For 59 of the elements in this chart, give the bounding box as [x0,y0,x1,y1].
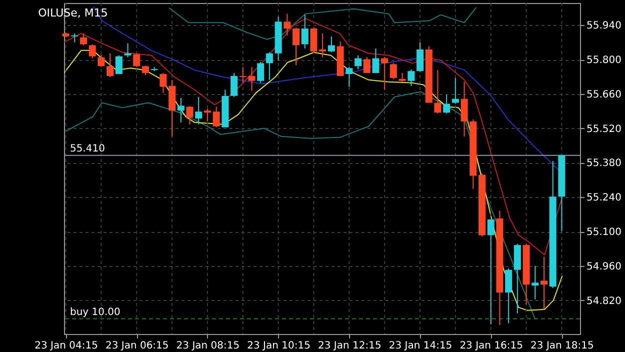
candlestick [532,265,539,300]
candlestick [310,27,318,53]
candlestick [301,14,308,49]
candlestick [292,27,300,66]
y-tick-label: 55.800 [586,55,622,66]
y-tick-label: 55.100 [586,227,622,238]
ref-line-label: buy 10.00 [70,306,120,318]
candlestick [177,97,184,123]
candlestick [257,61,264,84]
candlestick [80,32,87,46]
candlestick [98,54,105,68]
x-tick-label: 23 Jan 18:15 [530,340,594,352]
candlestick [71,32,78,43]
candlestick [88,44,96,59]
y-tick-label: 54.820 [586,296,622,307]
x-tick-label: 23 Jan 06:15 [105,340,169,352]
candlestick [443,94,450,114]
ref-line-label: 55.410 [70,143,105,154]
y-tick-label: 54.960 [586,261,622,272]
candlestick [540,256,548,310]
candlestick [381,56,388,90]
candlestick [505,268,512,324]
candlestick [230,72,238,98]
candlestick [372,48,380,74]
x-tick-label: 23 Jan 04:15 [34,340,98,352]
candlestick [186,106,194,125]
y-tick-label: 55.380 [586,158,622,170]
candlestick [124,42,132,58]
candlestick [204,108,211,122]
y-tick-label: 55.520 [586,124,622,135]
candlestick [319,32,326,58]
candlestick [354,54,362,70]
candlestick [115,54,122,75]
candlestick [434,70,442,114]
x-tick-label: 23 Jan 12:15 [318,340,382,352]
candlestick [390,62,397,80]
candlestick [452,77,459,104]
candlestick [416,42,424,72]
y-tick-label: 55.240 [586,192,622,204]
candlestick [460,81,468,137]
candlestick [106,52,114,78]
x-tick-label: 23 Jan 16:15 [460,340,524,352]
x-tick-label: 23 Jan 10:15 [247,340,310,352]
candlestick [160,72,167,94]
candlestick [212,106,220,128]
candlestick [408,68,415,86]
candlestick [266,52,273,80]
candlestick [328,36,335,53]
candlestick [133,52,140,68]
y-tick-label: 55.660 [586,89,622,100]
x-tick-label: 23 Jan 14:15 [388,340,452,352]
candlestick [284,13,291,36]
candlestick [142,65,149,76]
candlestick [346,66,353,88]
candlestick [487,218,494,325]
candlestick [195,96,202,125]
candlestick [363,56,370,74]
x-tick-label: 23 Jan 08:15 [176,340,240,352]
y-tick-label: 55.940 [586,20,622,32]
